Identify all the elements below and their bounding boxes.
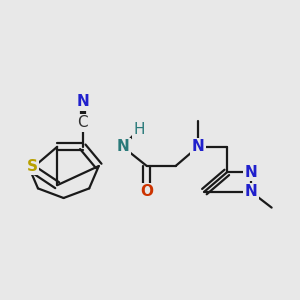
Text: N: N [244, 184, 257, 199]
Text: H: H [133, 122, 145, 137]
Text: N: N [76, 94, 89, 110]
Text: N: N [192, 139, 204, 154]
Text: N: N [244, 165, 257, 180]
Text: C: C [77, 115, 88, 130]
Text: N: N [116, 139, 129, 154]
Text: S: S [27, 158, 38, 173]
Text: O: O [140, 184, 153, 199]
